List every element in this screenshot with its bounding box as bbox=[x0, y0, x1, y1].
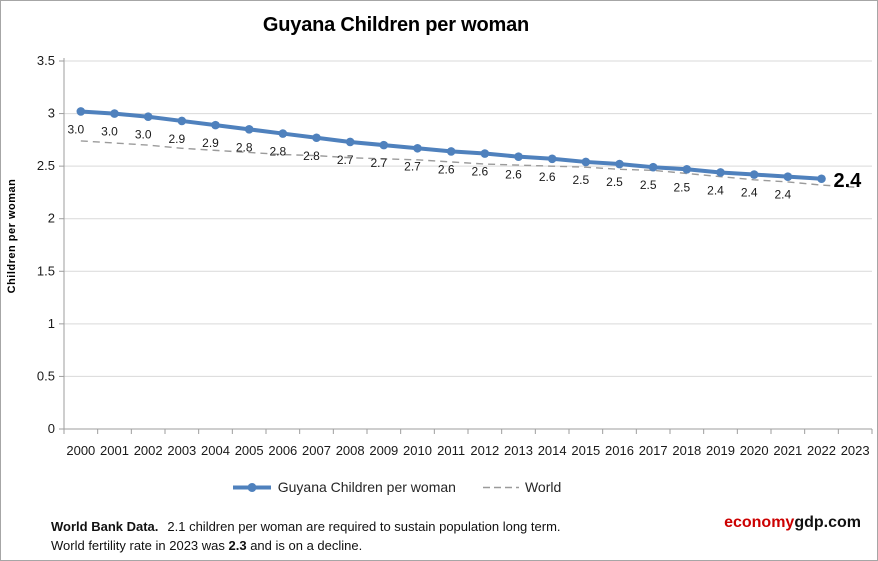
guyana-marker bbox=[345, 137, 355, 147]
chart-title: Guyana Children per woman bbox=[262, 14, 530, 36]
guyana-marker bbox=[648, 162, 658, 172]
x-tick-label: 2002 bbox=[134, 443, 163, 458]
source-note-line2-suffix: and is on a decline. bbox=[246, 538, 363, 553]
legend: Guyana Children per woman World bbox=[1, 478, 791, 496]
data-label: 2.4 bbox=[741, 186, 758, 200]
legend-item-world: World bbox=[482, 479, 561, 495]
guyana-marker bbox=[379, 140, 389, 150]
x-tick-label: 2015 bbox=[571, 443, 600, 458]
guyana-marker bbox=[446, 147, 456, 156]
guyana-marker bbox=[76, 107, 86, 116]
x-tick-label: 2020 bbox=[740, 443, 769, 458]
legend-item-guyana: Guyana Children per woman bbox=[231, 479, 456, 495]
x-tick-label: 2005 bbox=[235, 443, 264, 458]
data-label: 3.0 bbox=[135, 128, 152, 142]
x-tick-label: 2023 bbox=[841, 443, 870, 458]
source-note-bold: World Bank Data. bbox=[51, 519, 159, 534]
brand-watermark: economygdp.com bbox=[724, 514, 861, 532]
y-tick-label: 3.5 bbox=[37, 53, 55, 68]
world-line bbox=[80, 140, 856, 188]
guyana-marker bbox=[514, 152, 523, 161]
brand-dark-part: gdp.com bbox=[794, 514, 861, 531]
x-tick-label: 2010 bbox=[403, 443, 432, 458]
end-data-label: 2.4 bbox=[834, 170, 863, 192]
y-tick-label: 2.5 bbox=[37, 158, 55, 173]
data-label: 2.6 bbox=[539, 170, 556, 184]
world-series-swatch bbox=[482, 486, 519, 488]
x-tick-label: 2000 bbox=[66, 443, 95, 458]
data-label: 2.5 bbox=[673, 180, 690, 194]
x-tick-label: 2014 bbox=[538, 443, 567, 458]
x-tick-label: 2022 bbox=[807, 443, 836, 458]
x-tick-label: 2006 bbox=[268, 443, 297, 458]
source-note-line1: 2.1 children per woman are required to s… bbox=[167, 519, 561, 534]
guyana-marker bbox=[177, 116, 187, 126]
y-tick-label: 2 bbox=[48, 211, 55, 226]
x-tick-label: 2001 bbox=[100, 443, 129, 458]
guyana-marker bbox=[480, 149, 490, 158]
x-tick-label: 2003 bbox=[167, 443, 196, 458]
data-label: 2.5 bbox=[606, 175, 623, 189]
guyana-marker bbox=[110, 109, 119, 118]
data-label: 2.7 bbox=[404, 159, 421, 173]
data-label: 2.7 bbox=[337, 153, 354, 167]
guyana-marker bbox=[413, 143, 422, 153]
y-tick-label: 0 bbox=[48, 421, 55, 436]
guyana-marker bbox=[817, 174, 826, 184]
x-tick-label: 2009 bbox=[369, 443, 398, 458]
x-tick-label: 2019 bbox=[706, 443, 735, 458]
guyana-marker bbox=[682, 164, 692, 174]
x-tick-label: 2008 bbox=[336, 443, 365, 458]
data-label: 2.6 bbox=[438, 162, 455, 176]
x-tick-label: 2004 bbox=[201, 443, 230, 458]
guyana-marker bbox=[547, 154, 557, 164]
guyana-marker bbox=[244, 125, 254, 134]
source-note-line2-prefix: World fertility rate in 2023 was bbox=[51, 538, 229, 553]
x-tick-label: 2018 bbox=[672, 443, 701, 458]
guyana-marker bbox=[211, 120, 220, 130]
legend-label-world: World bbox=[524, 479, 562, 495]
data-label: 2.5 bbox=[640, 178, 657, 192]
data-label: 2.5 bbox=[572, 173, 589, 187]
guyana-marker bbox=[143, 112, 153, 122]
data-label: 3.0 bbox=[67, 122, 84, 136]
data-label: 2.7 bbox=[370, 156, 387, 170]
guyana-marker bbox=[716, 168, 725, 177]
guyana-marker bbox=[278, 129, 288, 138]
data-label: 2.6 bbox=[471, 165, 488, 179]
data-label: 2.4 bbox=[774, 188, 791, 202]
x-tick-label: 2011 bbox=[437, 443, 465, 458]
data-label: 2.8 bbox=[269, 145, 286, 159]
data-label: 3.0 bbox=[101, 125, 118, 139]
source-note: World Bank Data. 2.1 children per woman a… bbox=[51, 517, 561, 555]
x-tick-label: 2007 bbox=[302, 443, 331, 458]
data-label: 2.9 bbox=[202, 136, 219, 150]
y-tick-label: 3 bbox=[48, 106, 55, 121]
guyana-marker bbox=[615, 159, 624, 169]
x-tick-label: 2013 bbox=[504, 443, 533, 458]
x-tick-label: 2016 bbox=[605, 443, 634, 458]
y-tick-label: 1 bbox=[48, 316, 55, 331]
x-tick-label: 2012 bbox=[470, 443, 499, 458]
data-label: 2.9 bbox=[168, 132, 185, 146]
data-label: 2.8 bbox=[303, 149, 320, 163]
guyana-marker bbox=[312, 133, 321, 143]
y-tick-label: 1.5 bbox=[37, 263, 55, 278]
guyana-marker bbox=[581, 157, 591, 167]
brand-red-part: economy bbox=[724, 514, 795, 531]
x-tick-label: 2017 bbox=[639, 443, 668, 458]
guyana-marker bbox=[749, 170, 759, 179]
data-label: 2.6 bbox=[505, 168, 522, 182]
guyana-marker bbox=[783, 172, 793, 181]
legend-label-guyana: Guyana Children per woman bbox=[277, 479, 456, 495]
data-label: 2.8 bbox=[236, 140, 253, 154]
x-tick-label: 2021 bbox=[773, 443, 802, 458]
source-note-line2-bold: 2.3 bbox=[228, 538, 247, 553]
guyana-series-swatch bbox=[232, 482, 271, 492]
y-tick-label: 0.5 bbox=[37, 368, 55, 383]
data-label: 2.4 bbox=[707, 183, 724, 197]
